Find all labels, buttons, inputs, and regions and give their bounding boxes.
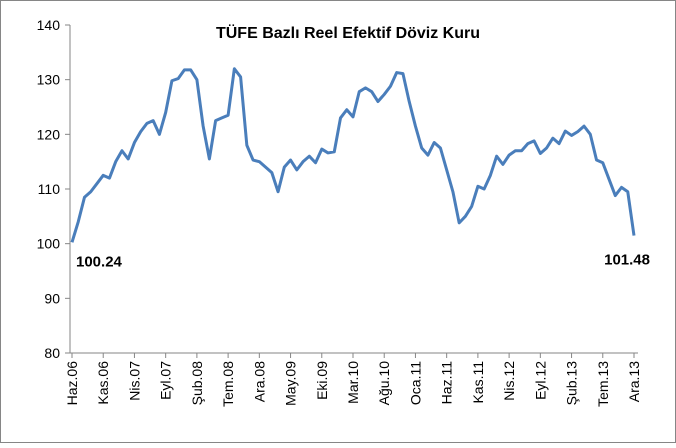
x-tick-label: Ağu.10 [376,361,392,406]
data-line [70,67,636,243]
x-tick-label: Oca.11 [407,361,423,405]
x-tick-label: Tem.08 [220,361,236,407]
y-tick-label: 110 [38,181,61,197]
x-tick-label: Eki.09 [314,361,330,400]
y-tick-label: 130 [37,72,61,88]
x-tick-label: Kas.06 [95,361,111,405]
x-tick-label: Haz.11 [439,361,455,405]
x-tick-label: Şub.08 [189,361,205,406]
y-tick-label: 100 [37,236,61,252]
x-tick-label: Kas.11 [470,361,486,404]
x-tick-label: Eyl.12 [532,361,548,400]
x-tick-label: Haz.06 [64,361,80,406]
x-tick-label: Nis.12 [501,361,517,401]
x-tick-label: Nis.07 [126,361,142,401]
chart-title: TÜFE Bazlı Reel Efektif Döviz Kuru [216,23,480,42]
x-tick-label: Şub.13 [564,361,580,406]
x-tick-label: Mar.10 [345,361,361,404]
data-label: 101.48 [604,252,650,269]
x-tick-label: May.09 [283,361,299,406]
y-tick-label: 90 [44,290,60,306]
y-tick-label: 80 [44,345,60,361]
x-tick-label: Ara.13 [626,361,642,402]
x-tick-label: Eyl.07 [158,361,174,400]
x-tick-label: Ara.08 [251,361,267,402]
y-tick-label: 120 [37,126,61,142]
y-tick-label: 140 [37,17,61,33]
x-tick-label: Tem.13 [595,361,611,407]
data-label: 100.24 [76,253,123,270]
